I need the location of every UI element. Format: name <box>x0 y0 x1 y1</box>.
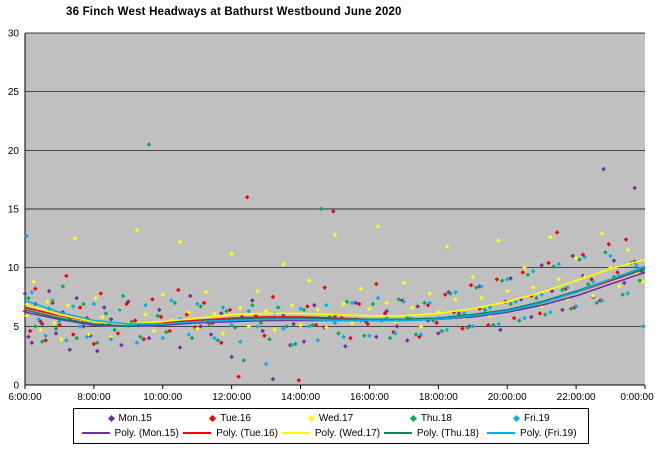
legend-item-fri: Fri.19 <box>482 413 582 424</box>
svg-text:0: 0 <box>13 381 19 392</box>
legend-row-trendlines: Poly. (Mon.15) Poly. (Tue.16) Poly. (Wed… <box>80 428 582 439</box>
legend-item-poly-mon: Poly. (Mon.15) <box>80 428 180 439</box>
svg-text:8:00:00: 8:00:00 <box>77 392 111 403</box>
line-poly-tue-icon <box>183 432 212 435</box>
svg-text:5: 5 <box>13 322 19 333</box>
svg-text:0:00:00: 0:00:00 <box>620 392 654 403</box>
svg-text:10: 10 <box>8 263 20 274</box>
legend-label-poly-wed: Poly. (Wed.17) <box>314 427 381 439</box>
legend-item-poly-tue: Poly. (Tue.16) <box>180 428 280 439</box>
legend-label-poly-tue: Poly. (Tue.16) <box>216 427 278 439</box>
legend-row-markers: Mon.15 Tue.16 Wed.17 Thu.18 Fri.19 <box>80 413 582 424</box>
legend-item-mon: Mon.15 <box>80 413 180 424</box>
chart-legend: Mon.15 Tue.16 Wed.17 Thu.18 Fri.19 Poly.… <box>73 408 589 444</box>
marker-fri-icon <box>512 415 521 423</box>
marker-wed-icon <box>307 415 315 423</box>
legend-label-fri: Fri.19 <box>524 413 550 425</box>
line-poly-mon-icon <box>81 432 110 435</box>
svg-text:20:00:00: 20:00:00 <box>488 392 527 403</box>
svg-text:20: 20 <box>8 146 20 157</box>
svg-text:30: 30 <box>8 29 20 40</box>
legend-item-thu: Thu.18 <box>381 413 481 424</box>
legend-label-poly-mon: Poly. (Mon.15) <box>114 427 179 439</box>
legend-label-poly-thu: Poly. (Thu.18) <box>416 427 479 439</box>
legend-label-thu: Thu.18 <box>420 413 452 425</box>
marker-mon-icon <box>107 415 115 423</box>
legend-label-mon: Mon.15 <box>118 413 152 425</box>
line-poly-fri-icon <box>487 432 516 435</box>
line-poly-wed-icon <box>281 432 310 435</box>
svg-text:6:00:00: 6:00:00 <box>8 392 42 403</box>
marker-tue-icon <box>209 415 217 423</box>
marker-thu-icon <box>409 415 417 423</box>
legend-item-poly-wed: Poly. (Wed.17) <box>281 428 381 439</box>
svg-text:12:00:00: 12:00:00 <box>212 392 251 403</box>
svg-text:16:00:00: 16:00:00 <box>350 392 389 403</box>
legend-label-tue: Tue.16 <box>220 413 251 425</box>
svg-text:25: 25 <box>8 87 20 98</box>
legend-label-poly-fri: Poly. (Fri.19) <box>520 427 577 439</box>
svg-text:14:00:00: 14:00:00 <box>281 392 320 403</box>
svg-text:18:00:00: 18:00:00 <box>419 392 458 403</box>
legend-item-poly-fri: Poly. (Fri.19) <box>482 428 582 439</box>
legend-item-poly-thu: Poly. (Thu.18) <box>381 428 481 439</box>
legend-item-tue: Tue.16 <box>180 413 280 424</box>
legend-label-wed: Wed.17 <box>318 413 354 425</box>
svg-text:15: 15 <box>8 205 20 216</box>
line-poly-thu-icon <box>383 432 412 435</box>
legend-item-wed: Wed.17 <box>281 413 381 424</box>
svg-text:22:00:00: 22:00:00 <box>557 392 596 403</box>
chart-title: 36 Finch West Headways at Bathurst Westb… <box>66 6 402 18</box>
svg-text:10:00:00: 10:00:00 <box>143 392 182 403</box>
